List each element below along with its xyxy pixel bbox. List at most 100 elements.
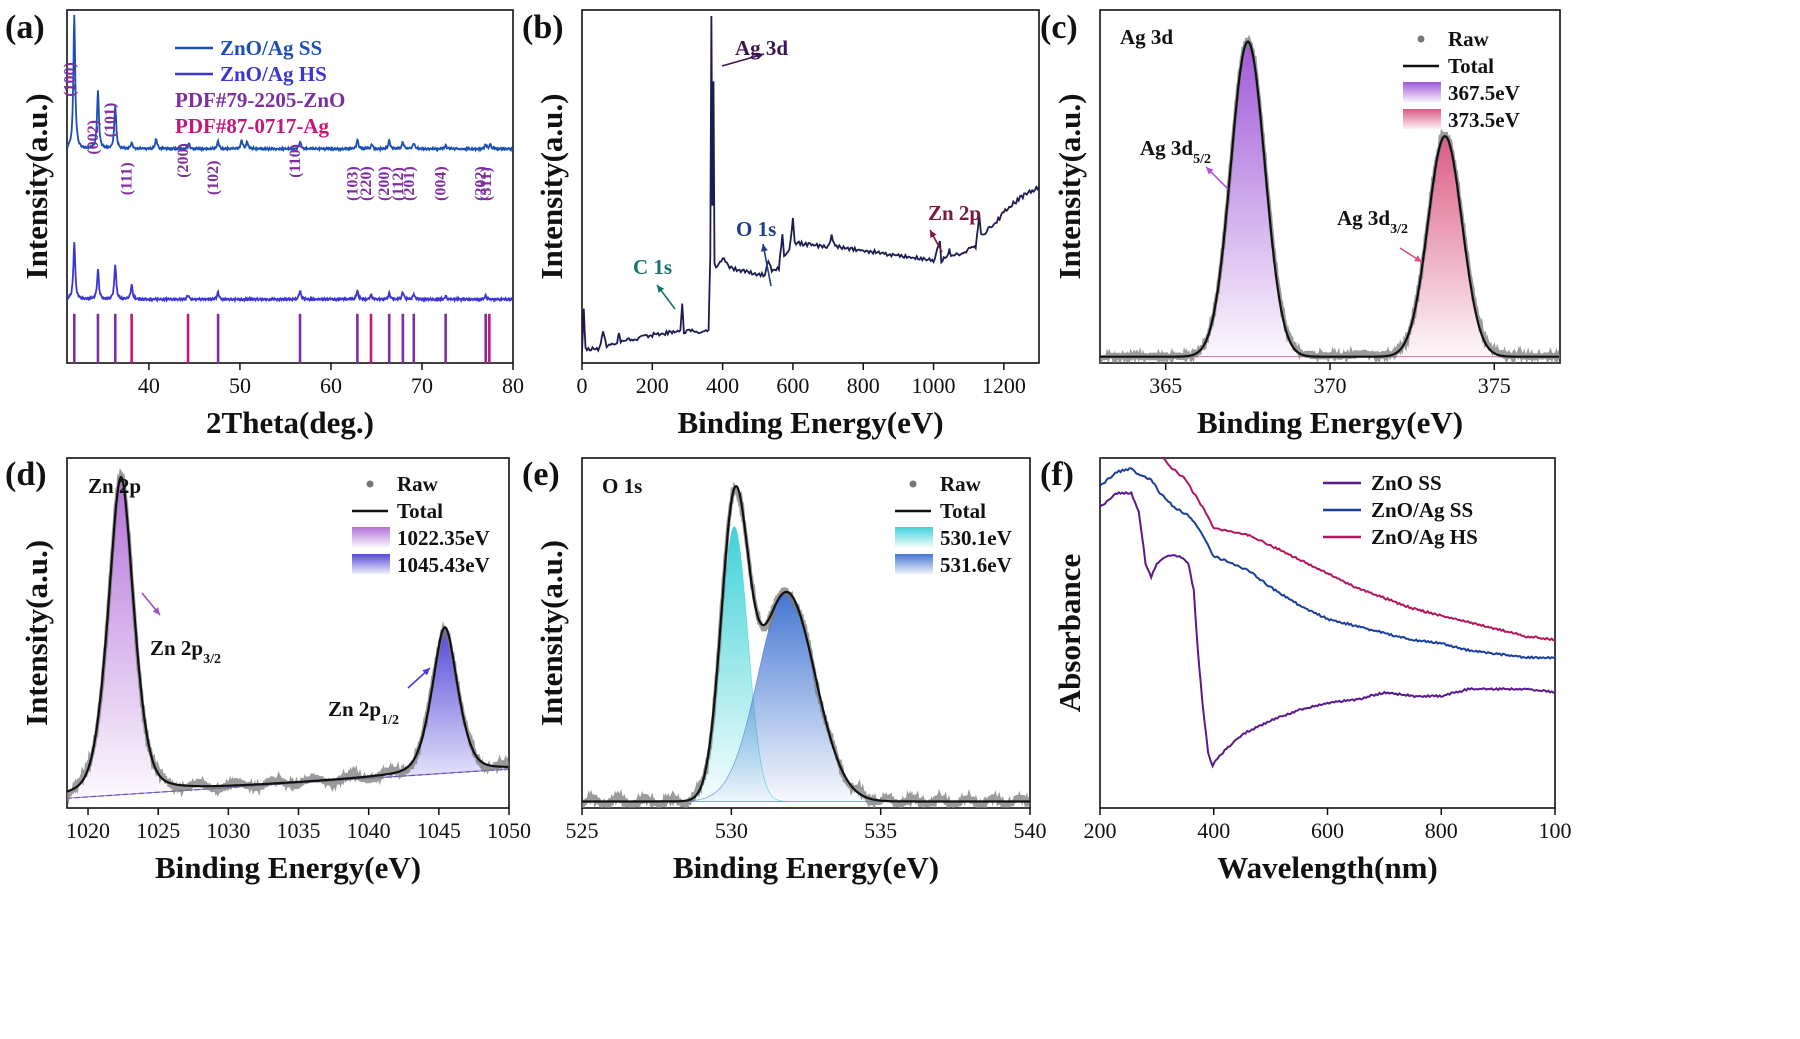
x-tick-label: 600 — [776, 373, 809, 398]
hkl-label: (201) — [401, 166, 418, 201]
x-tick-label: 800 — [847, 373, 880, 398]
x-tick-label: 370 — [1314, 373, 1347, 398]
x-tick-label: 800 — [1425, 818, 1458, 843]
peak-annotation: Zn 2p — [928, 201, 981, 225]
plot-area — [582, 481, 1030, 808]
fit-component-1 — [1100, 135, 1560, 358]
panel-a: (a) 40 50 60 70 80 2Theta(deg.) Intensity(a.u.)… — [5, 9, 524, 440]
panel-label: (e) — [522, 456, 560, 493]
y-axis-title: Intensity(a.u.) — [19, 540, 54, 726]
x-axis-title: Binding Energy(eV) — [155, 850, 421, 885]
peak-annotation: Ag 3d5/2 — [1140, 136, 1211, 167]
x-tick-label: 400 — [1197, 818, 1230, 843]
legend-swatch — [352, 527, 390, 547]
panel-label: (a) — [5, 9, 45, 46]
x-tick-label: 525 — [566, 818, 599, 843]
panel-c: (c) 365 370 375 Binding Energy(eV) Intensity(… — [1040, 9, 1561, 440]
legend-swatch — [895, 554, 933, 574]
hkl-label: (101) — [102, 103, 119, 138]
panel-label: (f) — [1040, 456, 1074, 493]
hkl-label: (004) — [433, 166, 450, 201]
xrd-line-1 — [67, 242, 513, 304]
x-tick-label: 530 — [715, 818, 748, 843]
legend-label: 1022.35eV — [397, 526, 490, 550]
arrow-head — [422, 668, 430, 676]
legend-swatch — [1403, 109, 1441, 129]
plot-area — [67, 14, 513, 363]
total-fit-line — [582, 484, 1030, 803]
arrow-head — [152, 607, 160, 615]
plot-area — [582, 15, 1039, 353]
legend-label: PDF#87-0717-Ag — [175, 114, 329, 138]
arrow-head — [657, 285, 665, 293]
legend-label: 1045.43eV — [397, 553, 490, 577]
x-tick-label: 375 — [1478, 373, 1511, 398]
plot-area — [67, 468, 509, 805]
peak-annotation: Ag 3d — [735, 36, 788, 60]
hkl-label: (311) — [478, 167, 495, 201]
annotation-subscript: 1/2 — [381, 713, 399, 728]
legend-label: Raw — [940, 472, 982, 496]
x-tick-label: 200 — [636, 373, 669, 398]
plot-area — [1100, 34, 1560, 363]
hkl-label: (110) — [287, 144, 304, 178]
annotation-arrow — [721, 53, 765, 67]
legend-label: Total — [397, 499, 443, 523]
absorbance-line-0 — [1100, 490, 1555, 769]
hkl-label: (002) — [85, 120, 102, 155]
x-tick-label: 1040 — [347, 818, 391, 843]
panel-label: (d) — [5, 456, 47, 493]
legend-label: ZnO/Ag SS — [1371, 498, 1473, 522]
total-fit-line — [1100, 40, 1560, 358]
x-axis-title: Binding Energy(eV) — [1197, 405, 1463, 440]
legend-swatch — [352, 554, 390, 574]
legend-label: Raw — [397, 472, 439, 496]
legend-label: 531.6eV — [940, 553, 1012, 577]
arrow-head — [1414, 255, 1422, 262]
x-tick-label: 1000 — [912, 373, 956, 398]
x-axis-title: Binding Energy(eV) — [677, 405, 943, 440]
panel-label: (c) — [1040, 9, 1078, 46]
legend-label: ZnO/Ag HS — [220, 62, 327, 86]
x-tick-label: 200 — [1084, 818, 1117, 843]
annotation-subscript: 3/2 — [203, 652, 221, 667]
x-tick-label: 80 — [502, 373, 524, 398]
absorbance-line-2 — [1100, 458, 1555, 642]
total-fit-line — [67, 475, 509, 793]
x-tick-label: 60 — [320, 373, 342, 398]
x-tick-label: 0 — [577, 373, 588, 398]
legend-label: ZnO/Ag HS — [1371, 525, 1478, 549]
plot-frame — [66, 457, 510, 809]
arrow-head — [1206, 167, 1214, 175]
x-tick-label: 1200 — [982, 373, 1026, 398]
hkl-label: (200) — [175, 143, 192, 178]
x-tick-label: 600 — [1311, 818, 1344, 843]
x-tick-label: 100 — [1539, 818, 1572, 843]
hkl-label: (202) — [473, 166, 490, 201]
panel-b: (b) 0 200 400 600 800 1000 1200 Binding Energy(e… — [522, 9, 1040, 440]
panel-e: (e) 525 530 535 540 Binding Energy(eV) Intensi… — [522, 456, 1047, 885]
legend-label: 373.5eV — [1448, 108, 1520, 132]
x-tick-label: 540 — [1014, 818, 1047, 843]
absorbance-line-1 — [1100, 467, 1555, 660]
legend-label: ZnO/Ag SS — [220, 36, 322, 60]
panel-title: Zn 2p — [88, 474, 141, 498]
plot-frame — [66, 9, 514, 364]
x-axis-title: Wavelength(nm) — [1217, 850, 1437, 885]
x-tick-label: 400 — [706, 373, 739, 398]
y-axis-title: Absorbance — [1052, 554, 1087, 712]
legend-label: PDF#79-2205-ZnO — [175, 88, 345, 112]
x-axis-title: Binding Energy(eV) — [673, 850, 939, 885]
hkl-label: (220) — [358, 166, 375, 201]
legend-label: 530.1eV — [940, 526, 1012, 550]
y-axis-title: Intensity(a.u.) — [534, 540, 569, 726]
legend-raw-marker — [1417, 35, 1425, 43]
x-tick-label: 1045 — [417, 818, 461, 843]
panel-d: (d) 1020 1025 1030 1035 1040 1045 1050 Binding E… — [5, 456, 531, 885]
hkl-label: (200) — [376, 166, 393, 201]
hkl-label: (100) — [61, 62, 78, 97]
y-axis-title: Intensity(a.u.) — [534, 93, 569, 279]
panel-label: (b) — [522, 9, 564, 46]
y-axis-title: Intensity(a.u.) — [19, 93, 54, 279]
